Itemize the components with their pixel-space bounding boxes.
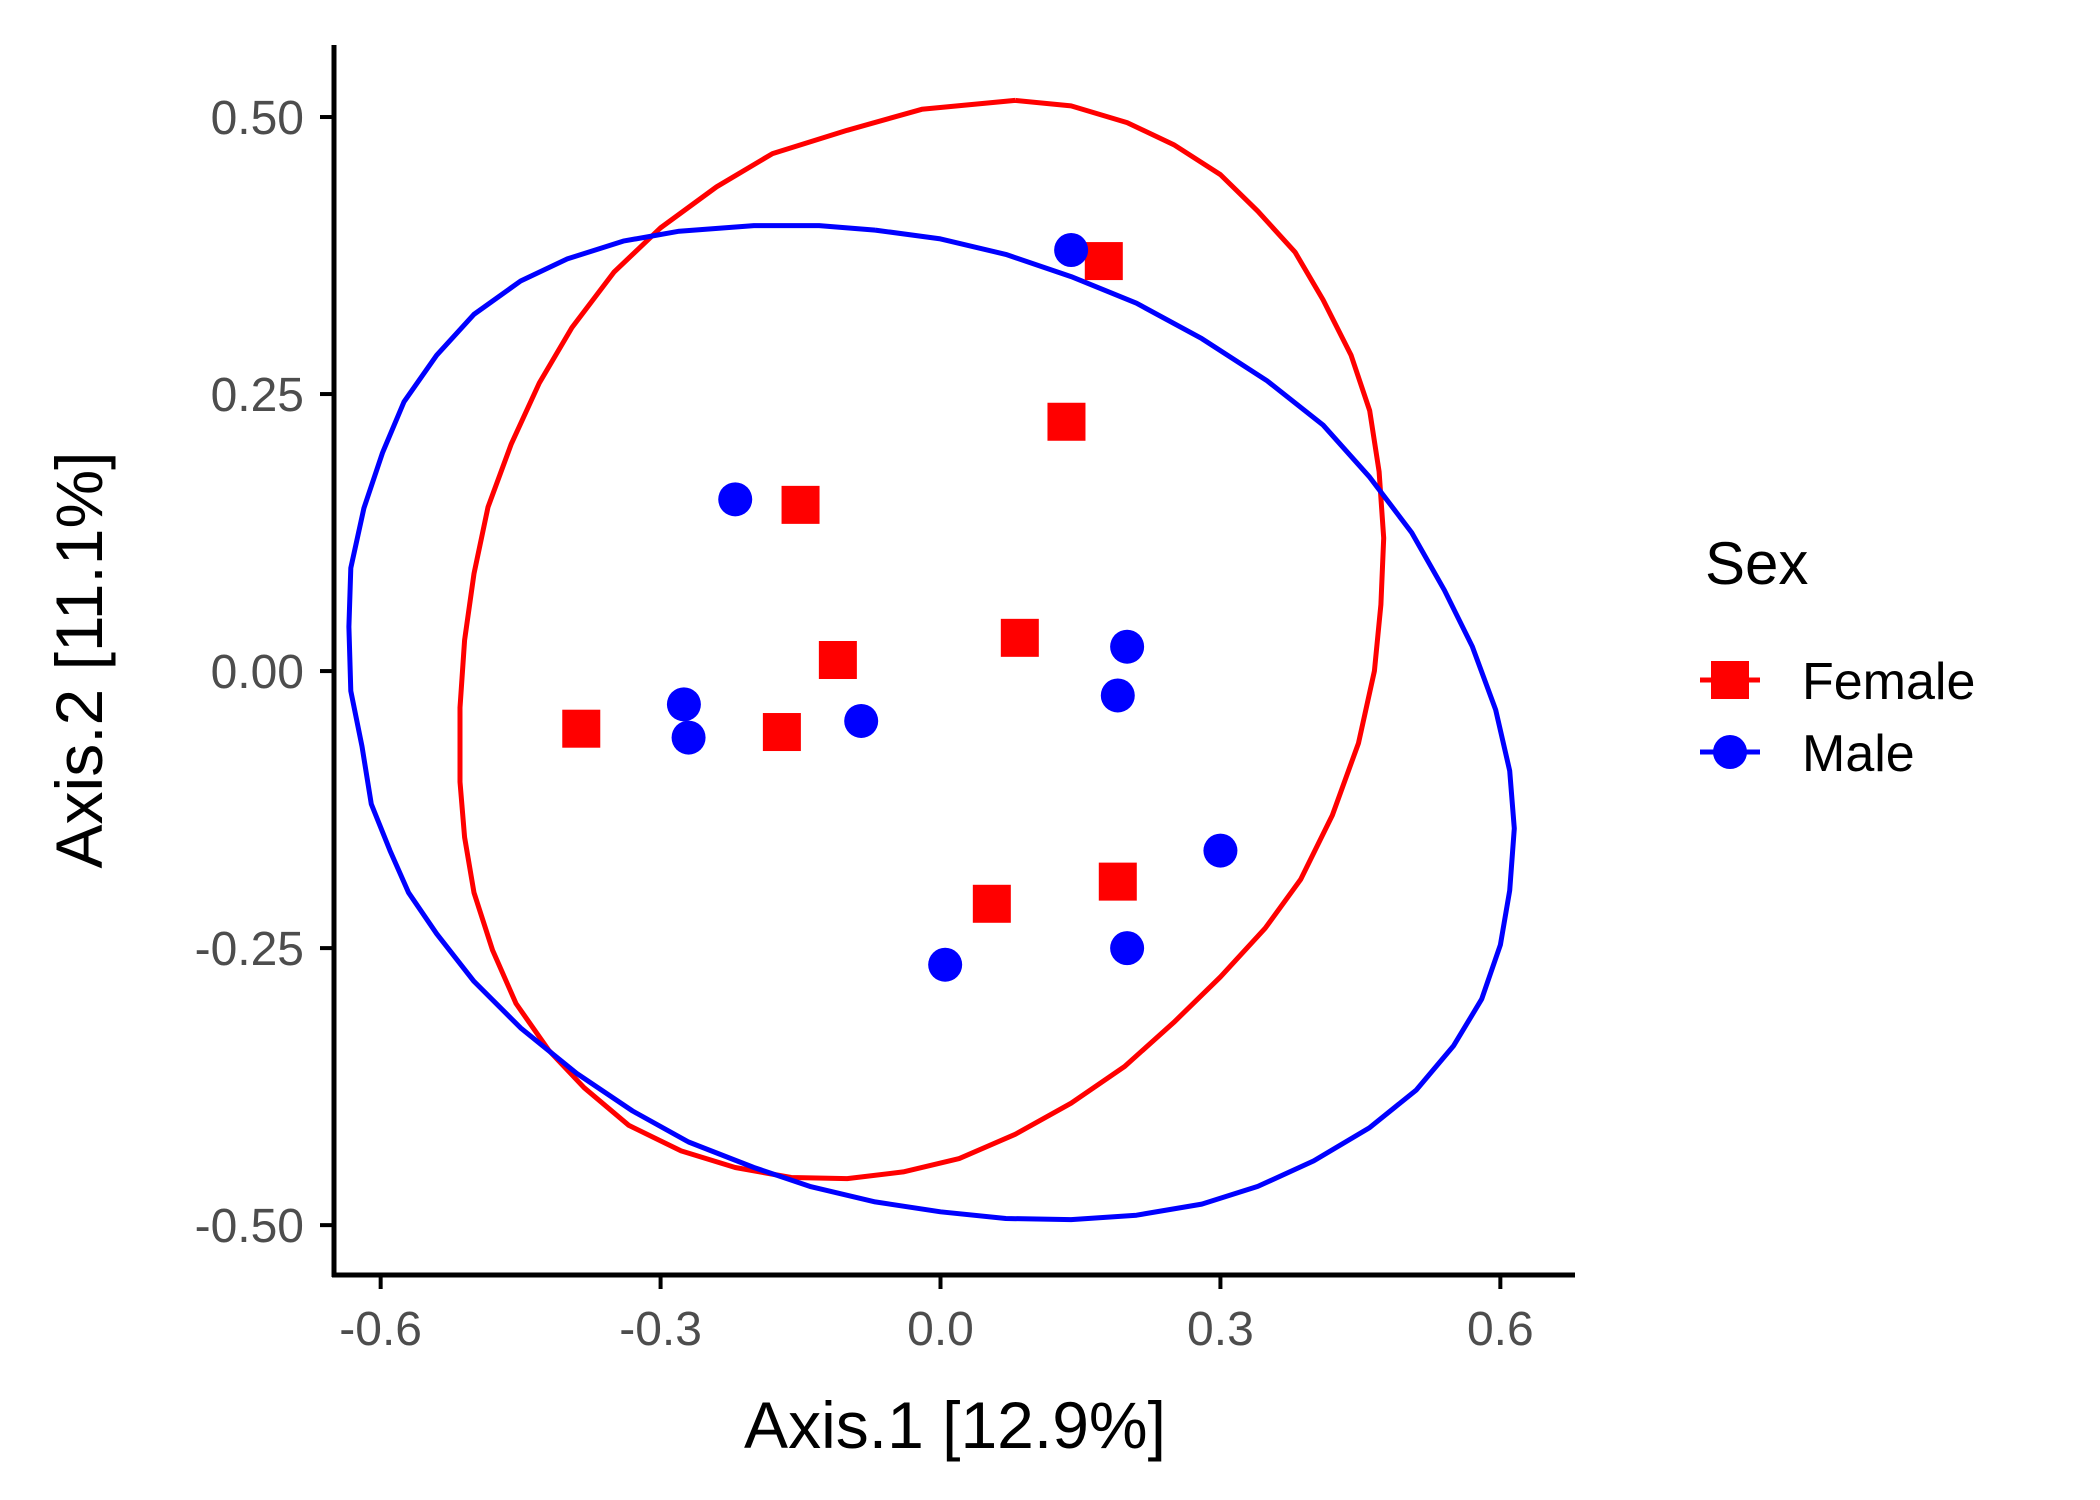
female-point bbox=[818, 641, 857, 679]
x-axis-title: Axis.1 [12.9%] bbox=[744, 1388, 1166, 1462]
legend-label: Male bbox=[1802, 725, 1915, 783]
male-ellipse bbox=[346, 223, 1517, 1223]
y-tick-label: 0.50 bbox=[211, 92, 304, 145]
legend-title: Sex bbox=[1705, 530, 1808, 597]
y-tick-label: -0.50 bbox=[195, 1200, 304, 1253]
female-point bbox=[1098, 862, 1137, 901]
female-point bbox=[762, 713, 801, 752]
x-tick-label: -0.3 bbox=[619, 1303, 702, 1356]
male-point bbox=[844, 703, 879, 738]
male-point bbox=[1110, 629, 1145, 664]
legend-items: Female Male bbox=[1700, 653, 1975, 783]
male-point bbox=[1203, 833, 1238, 868]
x-tick-label: 0.6 bbox=[1467, 1303, 1534, 1356]
male-point bbox=[666, 687, 701, 722]
x-tick-label: 0.0 bbox=[907, 1303, 974, 1356]
male-point bbox=[671, 720, 706, 755]
y-tick-label: 0.00 bbox=[211, 646, 304, 699]
male-point bbox=[928, 947, 963, 982]
y-tick-label: -0.25 bbox=[195, 923, 304, 976]
female-point bbox=[562, 709, 601, 748]
data-points bbox=[562, 233, 1238, 982]
male-point bbox=[1110, 931, 1145, 966]
male-point bbox=[1100, 678, 1135, 713]
female-point bbox=[1000, 618, 1039, 657]
legend-item-female: Female bbox=[1700, 653, 1975, 711]
x-tick-label: 0.3 bbox=[1187, 1303, 1254, 1356]
y-axis-title: Axis.2 [11.1%] bbox=[42, 452, 116, 869]
legend-item-male: Male bbox=[1700, 725, 1915, 783]
male-point bbox=[718, 482, 753, 517]
y-tick-label: 0.25 bbox=[211, 369, 304, 422]
female-point bbox=[1047, 402, 1086, 441]
legend-key-square bbox=[1711, 661, 1749, 699]
legend-label: Female bbox=[1802, 653, 1975, 711]
x-axis-ticks: -0.6 -0.3 0.0 0.3 0.6 bbox=[339, 1275, 1534, 1356]
legend-key-circle bbox=[1713, 735, 1747, 769]
legend: Sex Female Male bbox=[1700, 530, 1975, 783]
male-point bbox=[1054, 233, 1089, 267]
y-axis-ticks: 0.50 0.25 0.00 -0.25 -0.50 bbox=[195, 92, 334, 1253]
female-point bbox=[1084, 242, 1123, 281]
female-point bbox=[972, 884, 1011, 923]
confidence-ellipses bbox=[346, 97, 1517, 1223]
female-ellipse bbox=[457, 97, 1387, 1182]
x-tick-label: -0.6 bbox=[339, 1303, 422, 1356]
female-point bbox=[781, 485, 820, 524]
